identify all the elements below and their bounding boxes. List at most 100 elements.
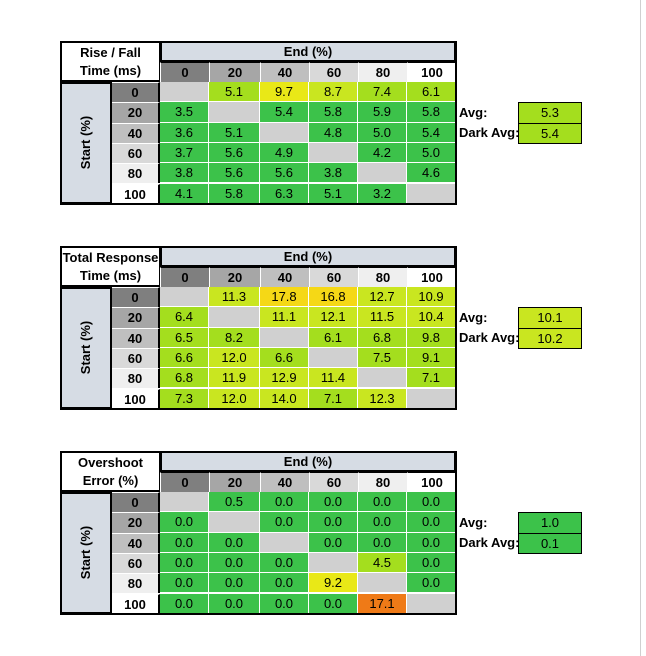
table-cell: 0.0 [160,593,209,614]
table-cell: 6.3 [260,183,309,204]
table-cell: 0.0 [209,593,260,614]
table-cell: 7.5 [358,347,407,369]
table-title-line: Time (ms) [79,268,142,284]
table-cell [309,142,358,164]
table-title: Rise / Fall Time (ms) [60,41,161,82]
row-header: 20 [112,512,160,533]
table-cell: 11.1 [260,307,309,328]
table-title: Overshoot Error (%) [60,451,161,492]
table-cell: 4.6 [407,163,456,184]
table-cell: 0.0 [407,512,456,533]
table-cell: 5.1 [309,183,358,204]
row-header: 100 [112,593,160,614]
row-axis-title-text: Start (%) [78,526,94,580]
table-cell: 0.0 [407,573,456,594]
table-cell: 12.9 [260,368,309,389]
avg-value: 5.3 [518,102,582,124]
table-cell: 5.4 [407,122,456,143]
table-cell [358,573,407,594]
table-cell: 9.1 [407,347,456,369]
table-block: Overshoot Error (%) End (%) 0 20 40 60 80 100 Sta… [60,451,582,617]
table-cell: 11.4 [309,368,358,389]
col-header: 60 [309,267,358,287]
table-cell: 6.1 [309,327,358,348]
table-cell: 5.8 [209,183,260,204]
table-cell: 0.0 [260,492,309,513]
row-header: 40 [112,532,160,553]
table-cell: 12.3 [358,388,407,409]
table-cell: 6.8 [358,327,407,348]
col-header: 40 [260,62,309,82]
col-header: 80 [358,267,407,287]
row-header: 60 [112,142,160,164]
dark-avg-label: Dark Avg: [459,535,520,551]
table-cell: 5.8 [407,102,456,123]
table-cell: 0.0 [309,593,358,614]
page-right-rule [640,0,641,656]
table-cell: 0.0 [407,492,456,513]
table-cell: 5.6 [260,163,309,184]
table-cell: 5.4 [260,102,309,123]
table-cell: 11.9 [209,368,260,389]
table-cell: 12.0 [209,347,260,369]
table-cell: 14.0 [260,388,309,409]
table-cell: 17.8 [260,287,309,308]
col-axis-title: End (%) [160,246,456,267]
table-cell: 11.3 [209,287,260,308]
row-header: 100 [112,388,160,409]
row-axis-title: Start (%) [60,82,112,204]
table-cell [358,163,407,184]
table-cell [160,492,209,513]
table-cell: 3.7 [160,142,209,164]
table-cell: 10.4 [407,307,456,328]
table-cell: 0.0 [160,532,209,553]
table-cell: 10.9 [407,287,456,308]
table-cell: 9.8 [407,327,456,348]
table-cell [209,307,260,328]
table-cell: 5.0 [358,122,407,143]
row-header: 20 [112,307,160,328]
table-cell: 16.8 [309,287,358,308]
row-axis-title-text: Start (%) [78,321,94,375]
table-cell: 0.0 [358,532,407,553]
table-cell [358,368,407,389]
table-cell: 6.6 [260,347,309,369]
avg-label: Avg: [459,104,488,120]
table-cell: 0.0 [358,492,407,513]
table-cell: 5.0 [407,142,456,164]
table-cell: 17.1 [358,593,407,614]
table-cell [160,82,209,103]
table-cell: 7.4 [358,82,407,103]
col-header: 40 [260,472,309,492]
table-cell: 8.2 [209,327,260,348]
table-cell [309,347,358,369]
table-cell: 4.9 [260,142,309,164]
table-cell: 0.0 [309,492,358,513]
col-header: 0 [160,267,209,287]
table-cell: 8.7 [309,82,358,103]
table-cell: 0.0 [407,552,456,574]
row-header: 0 [112,82,160,103]
col-header: 0 [160,62,209,82]
col-axis-title: End (%) [160,451,456,472]
table-cell: 0.0 [260,512,309,533]
table-cell: 0.0 [160,552,209,574]
table-cell: 4.2 [358,142,407,164]
table-title-line: Total Response [62,249,159,265]
dark-avg-label: Dark Avg: [459,125,520,141]
col-header: 40 [260,267,309,287]
col-header: 20 [209,267,260,287]
avg-label: Avg: [459,514,488,530]
table-cell [209,512,260,533]
table-cell: 6.5 [160,327,209,348]
table-cell: 4.5 [358,552,407,574]
row-header: 60 [112,552,160,574]
table-cell: 0.0 [407,532,456,553]
table-cell: 6.8 [160,368,209,389]
table-cell [209,102,260,123]
table-block: Total Response Time (ms) End (%) 0 20 40 60 80 1… [60,246,582,412]
table-cell: 0.0 [209,532,260,553]
table-cell: 6.6 [160,347,209,369]
row-header: 0 [112,492,160,513]
row-axis-title: Start (%) [60,492,112,614]
